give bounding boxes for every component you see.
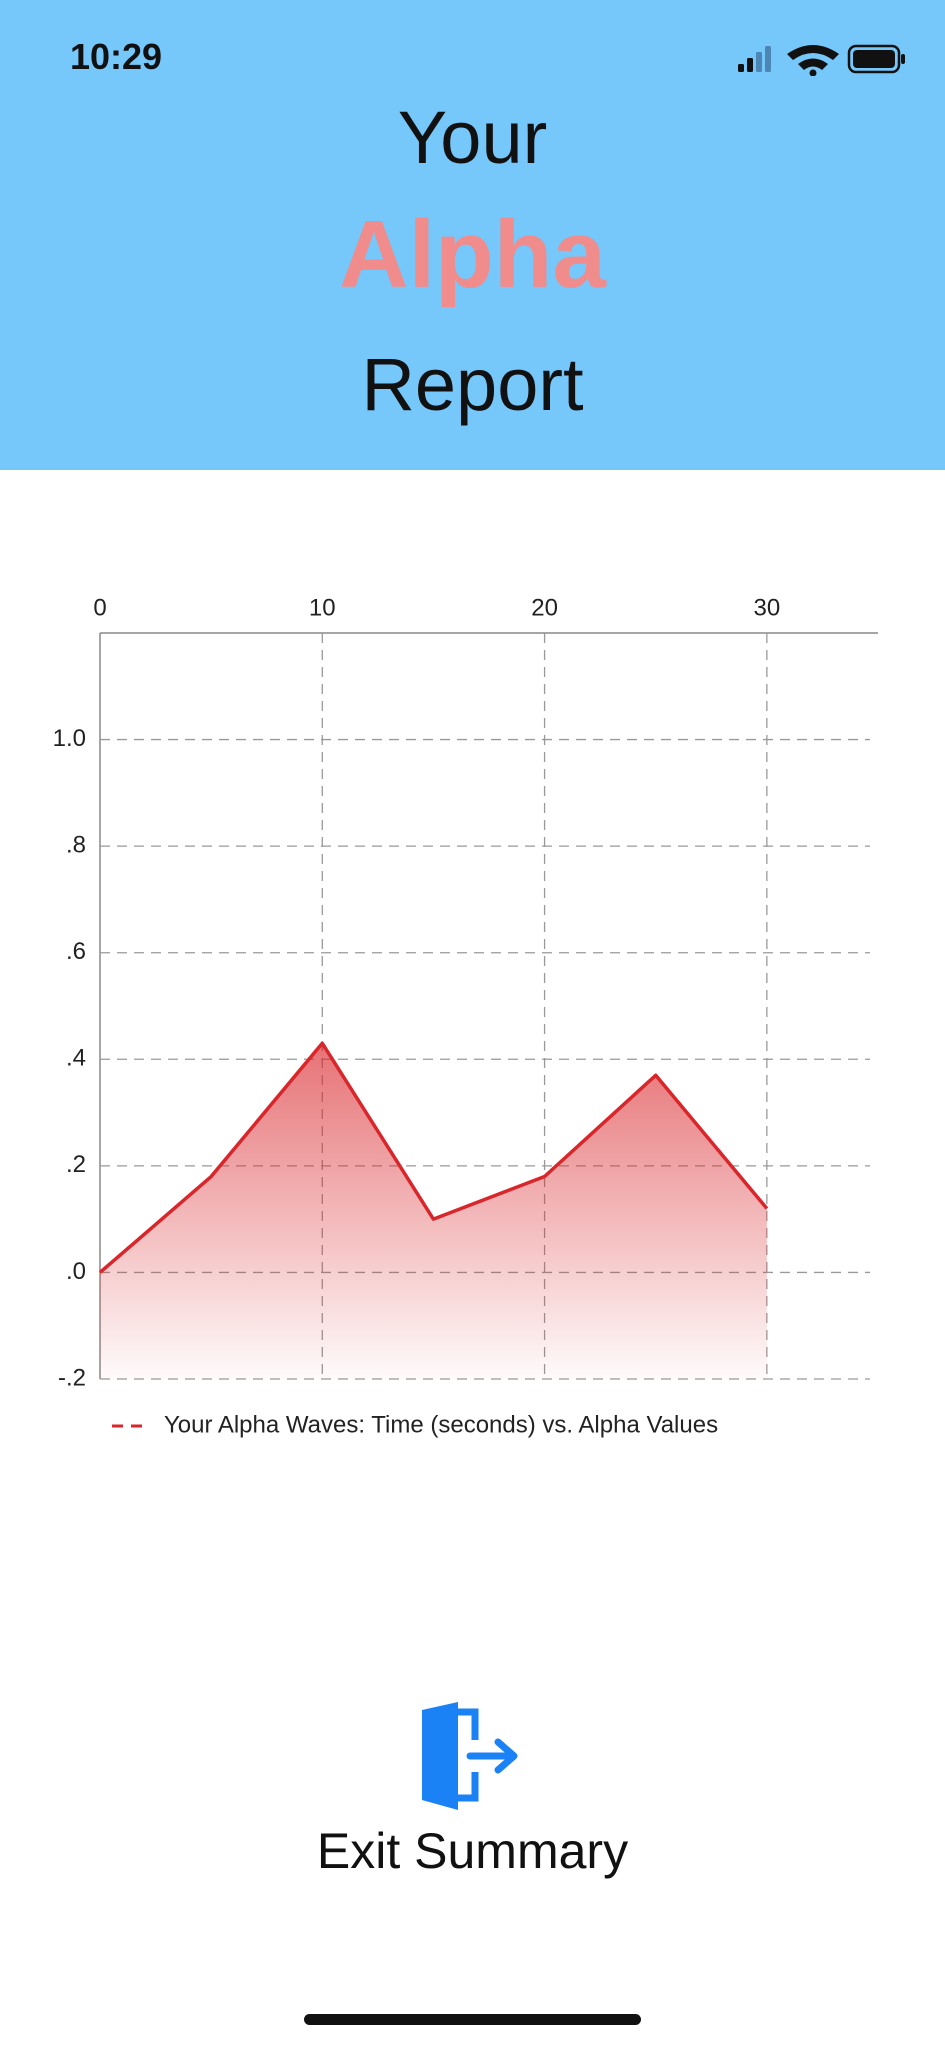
header-highlight: Alpha xyxy=(339,201,606,308)
y-tick-label: .8 xyxy=(66,831,86,858)
status-icons xyxy=(738,44,905,76)
y-tick-label: -.2 xyxy=(58,1364,86,1391)
x-tick-label: 30 xyxy=(754,594,781,621)
status-time: 10:29 xyxy=(70,36,163,77)
home-indicator xyxy=(304,2014,641,2025)
x-tick-label: 10 xyxy=(309,594,336,621)
y-tick-label: .4 xyxy=(66,1045,86,1072)
y-tick-label: .0 xyxy=(66,1258,86,1285)
x-tick-label: 20 xyxy=(531,594,558,621)
x-tick-label: 0 xyxy=(93,594,106,621)
exit-button[interactable]: Exit Summary xyxy=(316,1823,629,1879)
header: 10:29 Your Alpha Report xyxy=(0,0,945,470)
exit-icon[interactable] xyxy=(0,1700,945,1900)
y-tick-label: .6 xyxy=(66,938,86,965)
area xyxy=(100,1043,767,1379)
chart: -.2 .0 .2 .4 .6 .8 1.0 0 10 20 30 Your Alpha Waves:… xyxy=(53,594,878,1438)
header-line: Report xyxy=(361,343,584,426)
y-tick-label: 1.0 xyxy=(53,725,86,752)
line xyxy=(98,1041,769,1274)
legend-label: Your Alpha Waves: Time (seconds) vs. Alp… xyxy=(164,1411,718,1438)
y-tick-label: .2 xyxy=(66,1151,86,1178)
header-line: Your xyxy=(397,96,548,179)
